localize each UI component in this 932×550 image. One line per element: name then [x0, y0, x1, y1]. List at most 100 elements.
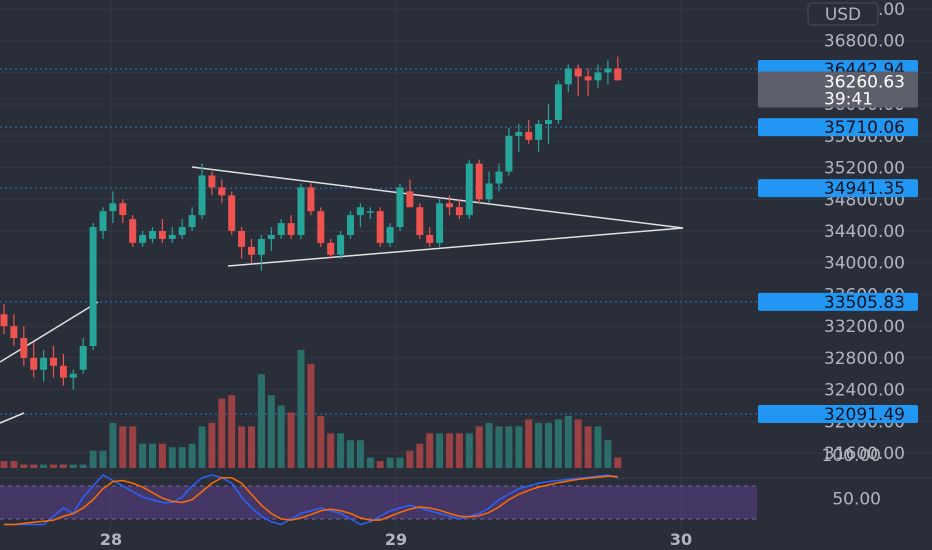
- candle-body: [584, 76, 592, 81]
- volume-bar: [168, 447, 176, 468]
- volume-bar: [327, 433, 335, 468]
- volume-bar: [604, 440, 612, 468]
- volume-bar: [139, 443, 147, 468]
- time-axis-label: 29: [385, 530, 407, 549]
- candle: [317, 207, 325, 247]
- candle-body: [535, 123, 543, 140]
- volume-bar: [366, 457, 374, 468]
- volume-bar: [129, 426, 137, 468]
- volume-bar: [416, 443, 424, 468]
- candle-body: [525, 131, 533, 140]
- volume-bar: [228, 395, 236, 468]
- candle-body: [614, 68, 622, 81]
- volume-bar: [158, 443, 166, 468]
- candle: [69, 369, 77, 390]
- trendline-triangle-upper[interactable]: [191, 166, 684, 229]
- candle-body: [317, 211, 325, 243]
- candle: [99, 207, 107, 239]
- candle-body: [40, 357, 48, 370]
- candle: [10, 314, 18, 346]
- volume-bar: [317, 415, 325, 468]
- volume-bar: [396, 457, 404, 468]
- candle: [455, 199, 463, 220]
- volume-bar: [248, 426, 255, 468]
- oscillator-d-line: [4, 475, 618, 526]
- trendline-channel-lower[interactable]: [0, 412, 25, 424]
- candle: [158, 219, 166, 243]
- candle: [495, 163, 503, 192]
- currency-button-label[interactable]: USD: [825, 5, 861, 25]
- volume-bar: [50, 464, 57, 468]
- current-price-box: [758, 71, 918, 108]
- candle: [119, 199, 127, 224]
- volume-bar: [188, 443, 196, 468]
- price-tag: 32091.49: [758, 405, 918, 425]
- volume-bar: [436, 433, 444, 468]
- candle-body: [287, 223, 295, 235]
- candle-body: [99, 211, 107, 231]
- candle-body: [257, 238, 265, 255]
- volume-bar: [455, 433, 463, 468]
- candle: [168, 227, 176, 243]
- volume-bar: [525, 419, 533, 468]
- volume-bar: [198, 426, 206, 468]
- candle: [505, 127, 513, 176]
- candle-body: [515, 131, 523, 136]
- candle: [50, 345, 57, 378]
- price-tag: 34941.35: [758, 179, 918, 199]
- trendline-channel-upper[interactable]: [0, 301, 99, 363]
- candle-body: [356, 207, 364, 216]
- candle: [416, 203, 424, 239]
- countdown-label: 39:41: [824, 89, 873, 109]
- candle-body: [248, 246, 255, 255]
- time-axis[interactable]: 28 29 30: [100, 530, 692, 549]
- candle-body: [89, 227, 97, 346]
- candle: [475, 159, 483, 204]
- candle: [267, 227, 275, 251]
- candle: [208, 171, 216, 196]
- volume-bar: [0, 461, 8, 468]
- candle: [149, 227, 156, 243]
- volume-bar: [30, 464, 38, 468]
- volume-bar: [218, 398, 226, 468]
- currency-button[interactable]: USD: [807, 2, 879, 26]
- candle-body: [10, 326, 18, 339]
- candle: [297, 183, 305, 239]
- volume-bar: [515, 426, 523, 468]
- price-tag-box: [758, 405, 918, 424]
- price-tag-box: [758, 292, 918, 311]
- price-tag: 35710.06: [758, 118, 918, 138]
- candle: [129, 215, 137, 247]
- currency-button-box[interactable]: [807, 2, 879, 26]
- time-axis-label: 28: [100, 530, 122, 549]
- candle: [347, 211, 354, 239]
- price-tag-box: [758, 179, 918, 198]
- candle-body: [59, 365, 67, 378]
- time-axis-label: 30: [670, 530, 692, 549]
- trendlines[interactable]: [0, 166, 684, 424]
- trendline-triangle-lower[interactable]: [227, 227, 684, 267]
- candle: [30, 342, 38, 378]
- volume-bar: [446, 433, 453, 468]
- volume-bar: [505, 426, 513, 468]
- candle: [238, 227, 246, 259]
- candle-body: [139, 234, 147, 243]
- price-axis-label: 32800.00: [824, 349, 905, 369]
- candle-body: [347, 215, 354, 235]
- volume-bar: [89, 450, 97, 468]
- volume-bar: [267, 395, 275, 468]
- candle-body: [396, 187, 404, 228]
- candle-body: [604, 68, 612, 73]
- volume-bar: [614, 457, 622, 468]
- volume-bar: [109, 422, 117, 468]
- price-axis-label: 34400.00: [824, 222, 905, 242]
- candle-body: [485, 183, 493, 200]
- candle: [139, 231, 147, 247]
- price-tag-label: 32091.49: [824, 405, 905, 425]
- candle: [228, 191, 236, 235]
- volume-bar: [406, 450, 414, 468]
- volume-bar: [554, 419, 562, 468]
- candle: [535, 120, 543, 152]
